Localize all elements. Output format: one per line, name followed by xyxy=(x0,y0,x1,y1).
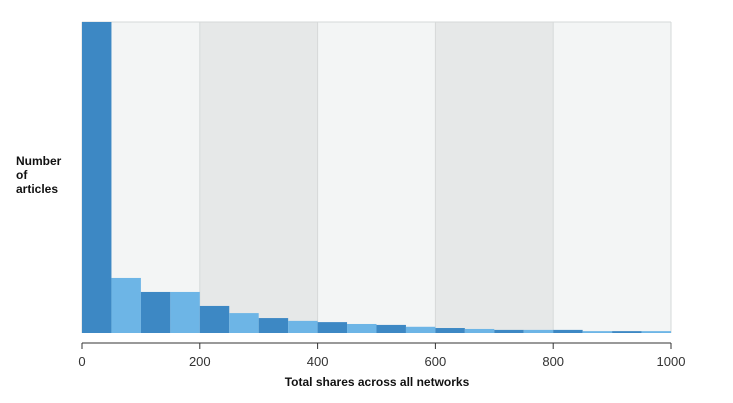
histogram-bar xyxy=(170,291,200,333)
histogram-bar xyxy=(553,329,583,333)
x-tick-label: 800 xyxy=(542,354,564,369)
x-tick-label: 400 xyxy=(307,354,329,369)
x-tick-label: 600 xyxy=(425,354,447,369)
histogram-bar xyxy=(111,277,141,333)
histogram-bar xyxy=(288,320,318,333)
histogram-bar xyxy=(82,22,112,333)
histogram-bar xyxy=(229,313,259,333)
x-tick-label: 1000 xyxy=(657,354,686,369)
histogram-bar xyxy=(376,324,406,333)
x-tick-label: 200 xyxy=(189,354,211,369)
histogram-bar xyxy=(347,323,377,333)
background-band-3 xyxy=(435,22,554,333)
histogram-bar xyxy=(258,318,289,333)
histogram-bar xyxy=(140,291,171,333)
histogram-bar xyxy=(435,328,465,333)
background-band-4 xyxy=(553,22,671,333)
histogram-bar xyxy=(582,331,613,333)
histogram-bar xyxy=(641,331,671,333)
background-band-1 xyxy=(199,22,318,333)
histogram-bar xyxy=(317,322,348,333)
histogram-bar xyxy=(523,329,554,333)
histogram-bar xyxy=(405,326,436,333)
histogram-bar xyxy=(494,329,524,333)
x-axis-label: Total shares across all networks xyxy=(285,375,470,389)
histogram-bar xyxy=(199,305,230,333)
y-axis-label: Number of articles xyxy=(16,154,62,196)
background-band-2 xyxy=(317,22,436,333)
histogram-bar xyxy=(612,331,642,333)
histogram-bar xyxy=(464,328,495,333)
x-tick-label: 0 xyxy=(78,354,85,369)
